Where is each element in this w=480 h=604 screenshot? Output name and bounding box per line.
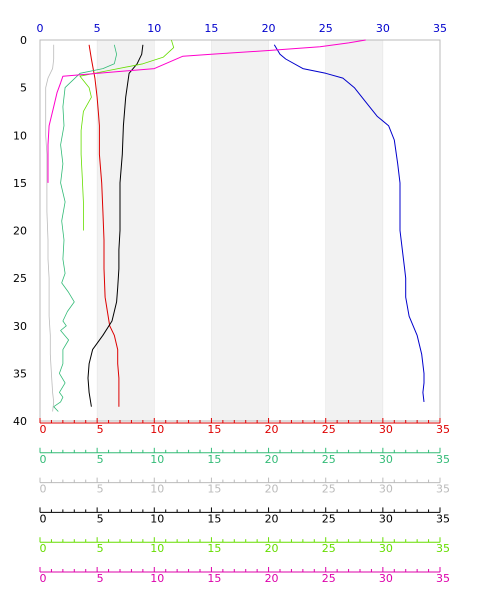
shaded-band-0 <box>96 39 155 422</box>
bottom-axes: 0 5 10 15 20 25 30 35 0 5 10 15 20 25 30 35 0 5 10 15 20 25 30… <box>39 418 450 585</box>
top-tick-label: 15 <box>204 22 218 35</box>
bottom-tick-label: 5 <box>97 453 104 466</box>
bottom-tick-label: 20 <box>265 483 279 496</box>
bottom-tick-label: 20 <box>265 453 279 466</box>
bottom-tick-label: 5 <box>97 512 104 525</box>
bottom-tick-label: 5 <box>97 542 104 555</box>
bottom-tick-label: 5 <box>97 423 104 436</box>
bottom-tick-label: 20 <box>265 423 279 436</box>
series-line-1 <box>88 44 120 407</box>
bottom-tick-label: 15 <box>207 483 221 496</box>
bottom-tick-label: 35 <box>436 483 450 496</box>
bottom-tick-label: 15 <box>207 542 221 555</box>
series-line-2 <box>53 44 117 412</box>
y-tick-label: 10 <box>13 129 27 142</box>
bottom-axis-3: 0 5 10 15 20 25 30 35 <box>39 507 450 525</box>
series-line-3 <box>45 44 55 412</box>
series-line-4 <box>87 44 144 407</box>
bottom-tick-label: 25 <box>322 453 336 466</box>
bottom-tick-label: 10 <box>150 572 164 585</box>
y-tick-label: 30 <box>13 320 27 333</box>
y-tick-label: 25 <box>13 272 27 285</box>
y-tick-label: 40 <box>13 415 27 428</box>
bottom-tick-label: 10 <box>150 512 164 525</box>
bottom-tick-label: 25 <box>322 512 336 525</box>
series-line-6 <box>47 39 366 183</box>
bottom-axis-2: 0 5 10 15 20 25 30 35 <box>39 477 450 496</box>
bottom-axis-4: 0 5 10 15 20 25 30 35 <box>39 537 450 555</box>
series-layer <box>45 39 425 412</box>
top-axis: 0 5 10 15 20 25 30 35 <box>37 22 448 35</box>
y-tick-label: 5 <box>20 82 27 95</box>
bottom-tick-label: 0 <box>40 483 47 496</box>
bottom-tick-label: 35 <box>436 512 450 525</box>
bottom-tick-label: 30 <box>379 423 393 436</box>
shaded-band-2 <box>325 39 384 422</box>
bottom-tick-label: 5 <box>97 572 104 585</box>
top-tick-label: 10 <box>147 22 161 35</box>
y-tick-label: 20 <box>13 225 27 238</box>
bottom-tick-label: 35 <box>436 572 450 585</box>
bottom-tick-label: 0 <box>40 423 47 436</box>
bottom-tick-label: 20 <box>265 512 279 525</box>
top-tick-label: 25 <box>319 22 333 35</box>
top-tick-label: 0 <box>37 22 44 35</box>
series-line-5 <box>79 39 175 231</box>
bottom-tick-label: 25 <box>322 542 336 555</box>
bottom-tick-label: 30 <box>379 453 393 466</box>
bottom-axis-1: 0 5 10 15 20 25 30 35 <box>39 447 450 466</box>
bottom-tick-label: 0 <box>40 512 47 525</box>
bottom-tick-label: 10 <box>150 423 164 436</box>
top-tick-label: 35 <box>433 22 447 35</box>
bottom-tick-label: 25 <box>322 423 336 436</box>
bottom-tick-label: 25 <box>322 572 336 585</box>
top-tick-label: 5 <box>94 22 101 35</box>
bottom-tick-label: 35 <box>436 453 450 466</box>
bottom-axis-0: 0 5 10 15 20 25 30 35 <box>39 418 450 436</box>
series-line-0 <box>273 44 425 402</box>
bottom-tick-label: 20 <box>265 542 279 555</box>
bottom-tick-label: 30 <box>379 483 393 496</box>
shaded-bands <box>96 39 384 422</box>
bottom-tick-label: 15 <box>207 512 221 525</box>
bottom-tick-label: 20 <box>265 572 279 585</box>
bottom-axis-5: 0 5 10 15 20 25 30 35 <box>39 567 450 585</box>
bottom-tick-label: 25 <box>322 483 336 496</box>
y-tick-label: 15 <box>13 177 27 190</box>
bottom-tick-label: 0 <box>40 572 47 585</box>
bottom-tick-label: 15 <box>207 423 221 436</box>
bottom-tick-label: 35 <box>436 542 450 555</box>
plot-frame <box>39 39 441 422</box>
y-tick-label: 35 <box>13 367 27 380</box>
bottom-tick-label: 5 <box>97 483 104 496</box>
top-tick-label: 20 <box>262 22 276 35</box>
shaded-band-1 <box>211 39 269 422</box>
bottom-tick-label: 35 <box>436 423 450 436</box>
top-tick-label: 30 <box>376 22 390 35</box>
left-axis: 0 5 10 15 20 25 30 35 40 <box>13 34 27 428</box>
bottom-tick-label: 10 <box>150 483 164 496</box>
bottom-tick-label: 0 <box>40 542 47 555</box>
bottom-tick-label: 30 <box>379 512 393 525</box>
bottom-tick-label: 15 <box>207 453 221 466</box>
bottom-tick-label: 10 <box>150 542 164 555</box>
bottom-tick-label: 0 <box>40 453 47 466</box>
bottom-tick-label: 10 <box>150 453 164 466</box>
y-tick-label: 0 <box>20 34 27 47</box>
bottom-tick-label: 30 <box>379 542 393 555</box>
bottom-tick-label: 30 <box>379 572 393 585</box>
bottom-tick-label: 15 <box>207 572 221 585</box>
